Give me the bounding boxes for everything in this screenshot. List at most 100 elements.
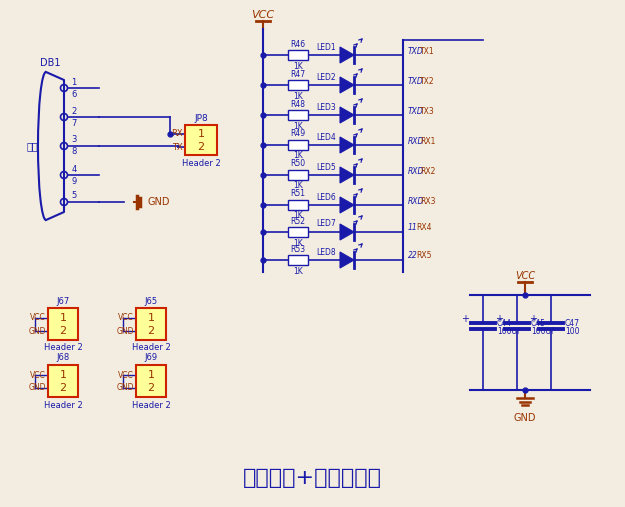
Text: JP8: JP8	[194, 114, 208, 123]
Polygon shape	[340, 77, 354, 93]
Text: C45: C45	[531, 318, 546, 328]
Text: 1K: 1K	[293, 152, 303, 161]
Text: 100: 100	[565, 327, 579, 336]
Text: 串口模块+核心板接口: 串口模块+核心板接口	[242, 468, 381, 488]
Text: 2: 2	[59, 383, 67, 393]
Text: R47: R47	[291, 69, 306, 79]
Text: VCC: VCC	[251, 10, 274, 20]
Text: J65: J65	[144, 297, 158, 306]
Polygon shape	[340, 224, 354, 240]
Text: 5: 5	[71, 192, 77, 200]
Text: GND: GND	[116, 383, 134, 392]
Text: VCC: VCC	[118, 313, 134, 322]
Text: Header 2: Header 2	[132, 401, 171, 410]
Text: GND: GND	[514, 413, 536, 423]
Text: RX4: RX4	[416, 224, 431, 233]
Text: VCC: VCC	[30, 313, 46, 322]
Text: R51: R51	[291, 190, 306, 199]
Bar	[288, 200, 308, 210]
Text: VCC: VCC	[515, 271, 535, 281]
Text: R46: R46	[291, 40, 306, 49]
Text: 4: 4	[71, 164, 77, 173]
Text: 1: 1	[59, 313, 66, 323]
Text: Header 2: Header 2	[182, 159, 221, 167]
Text: GND: GND	[29, 383, 46, 392]
Text: LED1: LED1	[316, 43, 336, 52]
Text: 3: 3	[71, 135, 77, 144]
Bar	[288, 227, 308, 237]
Text: 1K: 1K	[293, 61, 303, 70]
Text: +: +	[529, 314, 537, 324]
Text: Header 2: Header 2	[44, 344, 82, 352]
Text: 1: 1	[148, 313, 154, 323]
Text: 2: 2	[59, 326, 67, 336]
Text: GND: GND	[116, 327, 134, 336]
Text: 1: 1	[148, 370, 154, 380]
Polygon shape	[340, 252, 354, 268]
Text: 2: 2	[148, 326, 154, 336]
Text: 22: 22	[408, 251, 418, 261]
Text: TX1: TX1	[420, 47, 434, 55]
Text: R53: R53	[291, 244, 306, 254]
Text: RX3: RX3	[420, 197, 436, 205]
Text: TX: TX	[173, 142, 183, 152]
Polygon shape	[340, 167, 354, 183]
Text: C47: C47	[565, 318, 580, 328]
Text: 母头: 母头	[26, 141, 38, 151]
Text: 2: 2	[71, 106, 77, 116]
Text: R52: R52	[291, 216, 306, 226]
Bar	[288, 50, 308, 60]
Text: RXD: RXD	[408, 136, 424, 146]
Text: TXD: TXD	[408, 47, 424, 55]
Bar	[288, 140, 308, 150]
Text: 100UF: 100UF	[531, 327, 556, 336]
Text: 1K: 1K	[293, 267, 303, 275]
Text: 2: 2	[198, 142, 204, 152]
Bar	[288, 80, 308, 90]
Text: TX2: TX2	[420, 77, 434, 86]
Text: R50: R50	[291, 160, 306, 168]
Text: RX5: RX5	[416, 251, 431, 261]
Text: RX: RX	[171, 129, 183, 138]
Bar	[48, 365, 78, 397]
Text: LED2: LED2	[316, 73, 336, 82]
Bar	[288, 255, 308, 265]
Polygon shape	[340, 137, 354, 153]
Text: LED3: LED3	[316, 102, 336, 112]
Text: VCC: VCC	[118, 371, 134, 380]
Text: LED7: LED7	[316, 220, 336, 229]
Text: RXD: RXD	[408, 166, 424, 175]
Text: TXD: TXD	[408, 106, 424, 116]
Text: RXD: RXD	[408, 197, 424, 205]
Text: GND: GND	[148, 197, 171, 207]
Text: RX2: RX2	[420, 166, 436, 175]
Text: J68: J68	[56, 353, 69, 363]
Text: 1K: 1K	[293, 91, 303, 100]
Text: 6: 6	[71, 90, 77, 98]
Text: +: +	[495, 314, 503, 324]
Text: J67: J67	[56, 297, 69, 306]
Bar	[48, 308, 78, 340]
Bar	[136, 308, 166, 340]
Text: VCC: VCC	[30, 371, 46, 380]
Text: +: +	[461, 314, 469, 324]
Text: 1K: 1K	[293, 211, 303, 221]
Text: GND: GND	[29, 327, 46, 336]
Text: LED4: LED4	[316, 132, 336, 141]
Bar	[185, 125, 217, 155]
Text: 1K: 1K	[293, 182, 303, 191]
Text: 9: 9	[71, 176, 77, 186]
Text: LED5: LED5	[316, 163, 336, 171]
Bar	[136, 365, 166, 397]
Text: R48: R48	[291, 99, 306, 108]
Polygon shape	[340, 197, 354, 213]
Text: 1: 1	[198, 129, 204, 139]
Bar	[288, 110, 308, 120]
Text: C44: C44	[497, 318, 512, 328]
Polygon shape	[340, 107, 354, 123]
Text: 1: 1	[59, 370, 66, 380]
Text: 7: 7	[71, 119, 77, 127]
Bar	[288, 170, 308, 180]
Text: Header 2: Header 2	[132, 344, 171, 352]
Text: 1K: 1K	[293, 238, 303, 247]
